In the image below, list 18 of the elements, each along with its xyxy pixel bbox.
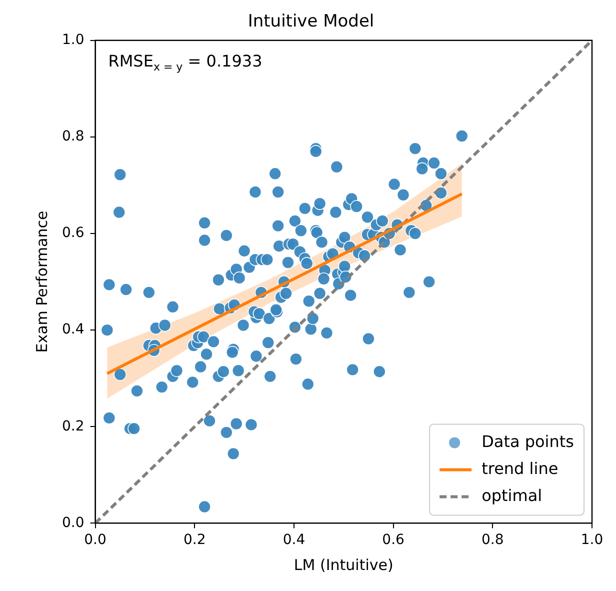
chart-title: Intuitive Model (248, 12, 374, 32)
y-tick-label: 1.0 (62, 32, 84, 48)
x-tick-label: 0.8 (482, 532, 504, 548)
y-tick-label: 0.6 (62, 225, 84, 242)
y-axis-title: Exam Performance (32, 210, 51, 353)
legend-label: optimal (482, 486, 542, 505)
x-axis-title: LM (Intuitive) (294, 556, 394, 574)
x-tick-label: 1.0 (580, 532, 604, 548)
y-tick-label: 0.8 (62, 128, 84, 145)
y-tick-label: 0.0 (62, 514, 84, 531)
y-tick-label: 0.2 (62, 418, 84, 434)
legend-label: Data points (482, 432, 574, 451)
x-tick-label: 0.0 (84, 532, 106, 548)
x-tick-label: 0.4 (282, 532, 306, 548)
x-tick-label: 0.2 (183, 532, 206, 548)
x-tick-label: 0.6 (382, 532, 405, 548)
y-tick-label: 0.4 (62, 322, 84, 338)
legend-label: trend line (482, 458, 558, 478)
